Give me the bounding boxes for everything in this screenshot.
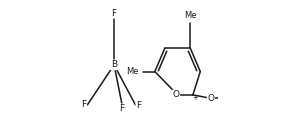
Text: B: B bbox=[111, 60, 117, 69]
Text: F: F bbox=[120, 104, 125, 113]
Text: +: + bbox=[192, 95, 198, 101]
Text: F: F bbox=[81, 100, 86, 109]
Text: F: F bbox=[136, 102, 142, 110]
Text: O: O bbox=[208, 94, 215, 103]
Text: Me: Me bbox=[184, 11, 197, 20]
Text: O: O bbox=[172, 90, 179, 99]
Text: Me: Me bbox=[126, 67, 138, 76]
Text: F: F bbox=[112, 9, 117, 18]
